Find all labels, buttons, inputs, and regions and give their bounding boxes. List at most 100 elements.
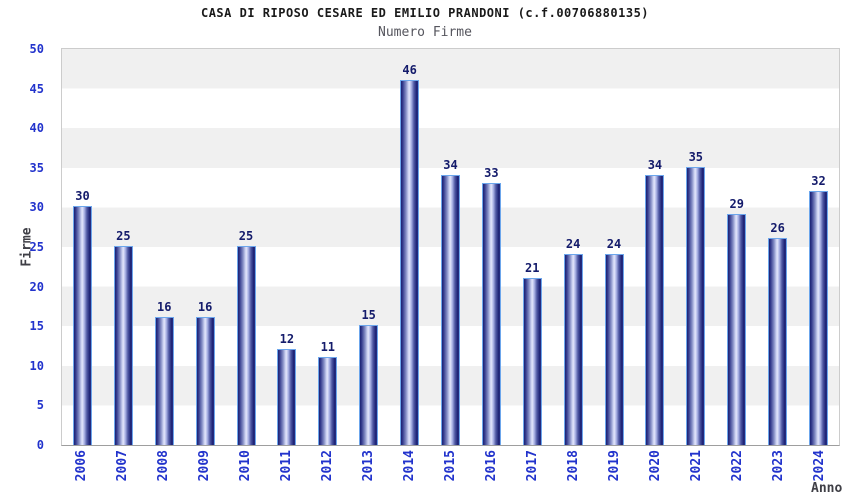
x-tick-label-2014: 2014: [401, 450, 417, 482]
x-tick-2006: 2006: [61, 450, 102, 481]
bar-value-label-2013: 15: [361, 308, 376, 322]
y-tick-label-40: 40: [29, 121, 44, 136]
bar-value-label-2006: 30: [75, 189, 90, 203]
bar-slot-2010: 25: [226, 49, 267, 445]
x-tick-label-2019: 2019: [606, 450, 622, 482]
bar-2007: [113, 246, 133, 445]
bar-slot-2016: 33: [471, 49, 512, 445]
bar-2015: [440, 175, 460, 445]
bar-value-label-2021: 35: [688, 150, 704, 164]
bar-slot-2024: 32: [798, 49, 839, 445]
x-tick-2022: 2022: [717, 450, 758, 481]
bar-slot-2020: 34: [634, 49, 675, 445]
bar-value-label-2008: 16: [157, 300, 172, 314]
x-tick-label-2024: 2024: [811, 450, 827, 482]
y-tick-label-0: 0: [36, 438, 44, 452]
bar-slot-2011: 12: [266, 49, 307, 445]
bar-2024: [808, 191, 828, 445]
y-tick-label-50: 50: [29, 42, 44, 56]
x-tick-2010: 2010: [225, 450, 266, 481]
x-tick-label-2008: 2008: [155, 450, 171, 482]
y-tick-label-5: 5: [36, 398, 44, 413]
x-tick-label-2020: 2020: [647, 450, 663, 482]
x-tick-label-2015: 2015: [442, 450, 458, 482]
x-tick-2011: 2011: [266, 450, 307, 481]
bar-2021: [686, 167, 706, 445]
bar-2006: [72, 206, 92, 445]
bar-slot-2021: 35: [675, 49, 716, 445]
bar-slot-2009: 16: [185, 49, 226, 445]
chart-title: CASA DI RIPOSO CESARE ED EMILIO PRANDONI…: [200, 6, 650, 20]
x-tick-2024: 2024: [799, 450, 840, 481]
bar-value-label-2023: 26: [770, 221, 785, 235]
x-tick-label-2016: 2016: [483, 450, 499, 482]
bar-value-label-2024: 32: [811, 174, 826, 188]
bar-value-label-2022: 29: [729, 197, 744, 211]
bar-2012: [318, 357, 338, 445]
x-tick-2007: 2007: [102, 450, 143, 481]
x-tick-label-2012: 2012: [319, 450, 335, 482]
bars-row: 30 25 16 16 25 12 11 15 46 34 33 21 24 24 34 35 29 26 32: [62, 49, 839, 445]
bar-2018: [563, 254, 583, 445]
bar-2013: [359, 325, 379, 445]
chart-subtitle: Numero Firme: [378, 25, 472, 40]
bar-slot-2014: 46: [389, 49, 430, 445]
bar-slot-2023: 26: [757, 49, 798, 445]
bar-slot-2006: 30: [62, 49, 103, 445]
x-tick-2016: 2016: [471, 450, 512, 481]
bar-value-label-2020: 34: [647, 158, 663, 172]
x-tick-label-2010: 2010: [237, 450, 253, 482]
x-axis: 2006 2007 2008 2009 2010 2011 2012 2013 2014 2015…: [61, 450, 840, 481]
bar-value-label-2017: 21: [525, 261, 540, 275]
y-tick-label-15: 15: [29, 319, 44, 334]
bar-value-label-2014: 46: [402, 63, 417, 77]
x-tick-2019: 2019: [594, 450, 635, 481]
bar-2014: [400, 80, 420, 445]
y-axis: 0 5 10 15 20 25 30 35 40 45 50: [0, 42, 52, 452]
x-tick-2008: 2008: [143, 450, 184, 481]
x-tick-2014: 2014: [389, 450, 430, 481]
x-tick-label-2022: 2022: [729, 450, 745, 482]
bar-slot-2008: 16: [144, 49, 185, 445]
bar-value-label-2010: 25: [238, 229, 254, 243]
bar-slot-2013: 15: [348, 49, 389, 445]
x-tick-2009: 2009: [184, 450, 225, 481]
bar-value-label-2019: 24: [606, 237, 622, 251]
bar-2016: [481, 183, 501, 445]
bar-2022: [727, 214, 747, 445]
bar-slot-2022: 29: [716, 49, 757, 445]
bar-slot-2007: 25: [103, 49, 144, 445]
bar-2008: [154, 317, 174, 445]
bar-2023: [768, 238, 788, 445]
x-tick-2013: 2013: [348, 450, 389, 481]
y-tick-label-20: 20: [29, 279, 44, 294]
bar-slot-2015: 34: [430, 49, 471, 445]
x-tick-2021: 2021: [676, 450, 717, 481]
bar-value-label-2016: 33: [484, 166, 499, 180]
bar-value-label-2009: 16: [197, 300, 213, 314]
bar-value-label-2018: 24: [565, 237, 581, 251]
x-tick-label-2017: 2017: [524, 450, 540, 482]
x-tick-label-2011: 2011: [278, 450, 294, 482]
x-tick-label-2009: 2009: [196, 450, 212, 482]
bar-slot-2019: 24: [594, 49, 635, 445]
bar-value-label-2012: 11: [320, 340, 336, 354]
x-tick-label-2023: 2023: [770, 450, 786, 482]
x-tick-label-2006: 2006: [73, 450, 89, 482]
bar-2020: [645, 175, 665, 445]
x-axis-title: Anno: [811, 481, 843, 496]
x-tick-label-2013: 2013: [360, 450, 376, 482]
bar-slot-2017: 21: [512, 49, 553, 445]
y-tick-label-30: 30: [29, 200, 44, 215]
bar-value-label-2015: 34: [443, 158, 458, 172]
y-tick-label-25: 25: [29, 240, 44, 254]
x-tick-2017: 2017: [512, 450, 553, 481]
y-tick-label-45: 45: [29, 81, 44, 96]
y-tick-label-35: 35: [29, 160, 44, 175]
plot-area: 30 25 16 16 25 12 11 15 46 34 33 21 24 24 34 35 29 26 32: [61, 48, 840, 446]
bar-2010: [236, 246, 256, 445]
x-tick-2015: 2015: [430, 450, 471, 481]
x-tick-2023: 2023: [758, 450, 799, 481]
x-tick-label-2021: 2021: [688, 450, 704, 482]
